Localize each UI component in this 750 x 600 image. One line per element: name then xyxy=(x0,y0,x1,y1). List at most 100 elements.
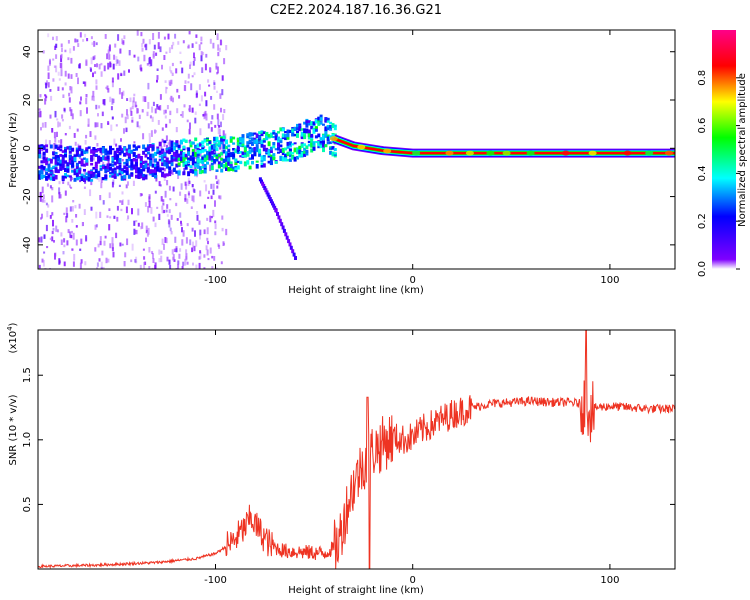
spectrogram-noise-cell xyxy=(172,254,175,260)
spectrogram-band-cell xyxy=(300,134,304,140)
spectrogram-noise-cell xyxy=(186,119,189,123)
spectrogram-band-cell xyxy=(184,160,188,165)
spectrogram-noise-cell xyxy=(161,127,164,131)
spectrogram-band-cell xyxy=(184,163,188,167)
spectrogram-band-cell xyxy=(191,161,195,166)
spectrogram-band-cell xyxy=(194,163,198,168)
spectrogram-band-cell xyxy=(260,139,264,145)
spectrogram-band-cell xyxy=(38,144,41,149)
spectrogram-band-cell xyxy=(68,161,72,165)
spectrogram-band-cell xyxy=(75,169,79,175)
spectrogram-noise-cell xyxy=(70,86,73,94)
spectrogram-noise-cell xyxy=(214,124,217,128)
spectrogram-band-cell xyxy=(87,146,91,149)
spectrogram-y-tick-label: 20 xyxy=(22,94,33,107)
spectrogram-noise-cell xyxy=(49,89,52,92)
spectrogram-band-cell xyxy=(251,147,254,153)
spectrogram-band-cell xyxy=(206,161,209,165)
spectrogram-band-cell xyxy=(210,162,214,166)
spectrogram-band-cell xyxy=(168,170,172,174)
spectrogram-noise-cell xyxy=(130,110,133,116)
spectrogram-band-cell xyxy=(66,174,70,178)
spectrogram-band-cell xyxy=(94,161,98,167)
spectrogram-band-cell xyxy=(182,171,186,176)
spectrogram-noise-cell xyxy=(147,82,150,90)
spectrogram-noise-cell xyxy=(210,195,213,200)
spectrogram-noise-cell xyxy=(52,36,54,41)
spectrogram-band-cell xyxy=(170,162,174,167)
spectrogram-x-label: Height of straight line (km) xyxy=(288,285,424,296)
spectrogram-noise-cell xyxy=(38,264,41,269)
spectrogram-noise-cell xyxy=(53,240,55,243)
spectrogram-band-cell xyxy=(75,165,79,169)
spectrogram-noise-cell xyxy=(46,183,49,187)
spectrogram-noise-cell xyxy=(140,67,143,72)
spectrogram-band-cell xyxy=(262,140,266,143)
spectrogram-band-cell xyxy=(239,136,243,142)
spectrogram-noise-cell xyxy=(207,240,209,245)
spectrogram-noise-cell xyxy=(170,70,173,74)
spectrogram-noise-cell xyxy=(218,125,221,128)
spectrogram-band-cell xyxy=(329,141,333,144)
spectrogram-band-cell xyxy=(165,157,169,161)
spectrogram-branch-cell xyxy=(291,249,295,254)
spectrogram-band-cell xyxy=(201,140,205,145)
spectrogram-frame xyxy=(37,29,676,270)
spectrogram-noise-cell xyxy=(213,82,216,86)
spectrogram-noise-cell xyxy=(168,185,171,191)
spectrogram-band-cell xyxy=(99,157,103,161)
spectrogram-noise-cell xyxy=(207,196,210,199)
spectrogram-noise-cell xyxy=(157,32,160,39)
spectrogram-noise-cell xyxy=(148,247,151,253)
spectrogram-noise-cell xyxy=(122,199,124,205)
spectrogram-band-cell xyxy=(120,148,124,153)
spectrogram-band-cell xyxy=(296,123,299,128)
spectrogram-noise-cell xyxy=(136,108,139,114)
spectrogram-noise-cell xyxy=(57,71,60,76)
spectrogram-noise-cell xyxy=(103,65,106,72)
spectrogram-band-cell xyxy=(227,157,231,162)
spectrogram-noise-cell xyxy=(178,95,181,99)
spectrogram-noise-cell xyxy=(69,184,71,188)
spectrogram-band-cell xyxy=(236,142,240,146)
spectrogram-noise-cell xyxy=(200,51,203,56)
spectrogram-band-cell xyxy=(113,173,117,177)
spectrogram-band-cell xyxy=(135,165,138,170)
spectrogram-band-cell xyxy=(213,136,217,141)
spectrogram-noise-cell xyxy=(193,189,196,193)
spectrogram-noise-cell xyxy=(157,42,160,50)
spectrogram-band-cell xyxy=(288,158,292,162)
spectrogram-band-cell xyxy=(132,164,136,170)
spectrogram-noise-cell xyxy=(51,195,54,203)
spectrogram-band-cell xyxy=(236,137,240,140)
spectrogram-noise-cell xyxy=(111,237,114,244)
spectrogram-noise-cell xyxy=(107,49,110,55)
spectrogram-band-cell xyxy=(319,137,323,141)
spectrogram-band-cell xyxy=(288,151,292,155)
spectrogram-noise-cell xyxy=(123,261,126,267)
spectrogram-branch-cell xyxy=(258,177,262,182)
spectrogram-noise-cell xyxy=(154,262,157,269)
spectrogram-noise-cell xyxy=(127,181,129,186)
spectrogram-noise-cell xyxy=(214,231,217,236)
spectrogram-noise-cell xyxy=(90,181,93,186)
spectrogram-band-cell xyxy=(329,127,333,131)
snr-y-tick-label: 1.5 xyxy=(22,367,33,383)
spectrogram-noise-cell xyxy=(63,212,66,215)
spectrogram-noise-cell xyxy=(176,108,179,114)
spectrogram-band-cell xyxy=(198,158,202,162)
spectrogram-noise-cell xyxy=(62,181,65,184)
spectrogram-noise-cell xyxy=(98,105,101,109)
spectrogram-band-cell xyxy=(66,165,70,170)
spectrogram-hotspot xyxy=(623,150,632,156)
spectrogram-noise-cell xyxy=(102,267,105,269)
spectrogram-noise-cell xyxy=(116,59,119,64)
spectrogram-noise-cell xyxy=(200,42,203,45)
spectrogram-noise-cell xyxy=(193,245,196,252)
spectrogram-band-cell xyxy=(154,169,157,173)
spectrogram-noise-cell xyxy=(84,81,87,87)
spectrogram-band-cell xyxy=(113,161,117,166)
spectrogram-noise-cell xyxy=(47,33,50,38)
spectrogram-band-cell xyxy=(322,123,325,126)
spectrogram-noise-cell xyxy=(179,248,182,252)
